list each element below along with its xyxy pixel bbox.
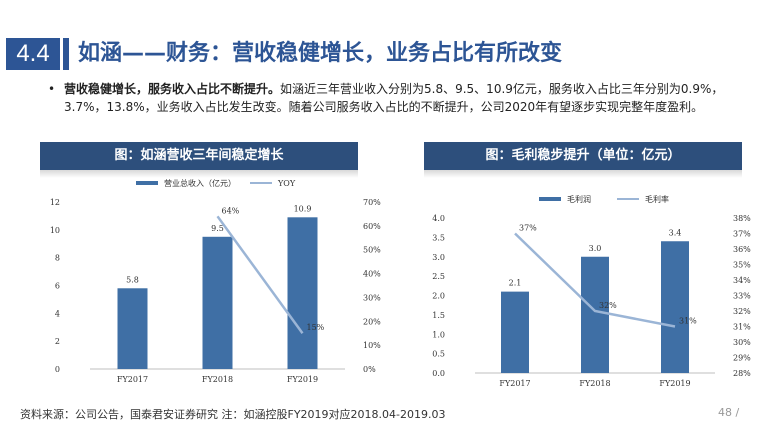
y-left-tick-label: 2 [55, 337, 60, 346]
y-left-tick-label: 8 [55, 254, 60, 263]
bar-fy2017 [117, 288, 148, 369]
y-right-tick-label: 10% [363, 341, 381, 350]
y-right-tick-label: 38% [733, 214, 751, 223]
y-right-tick-label: 70% [363, 198, 381, 207]
y-right-tick-label: 0% [363, 365, 376, 374]
y-right-tick-label: 50% [363, 246, 381, 255]
right-chart-header: 图：毛利稳步提升（单位：亿元） [424, 142, 742, 170]
summary-text: 如涵近三年营业收入分别为5.8、9.5、10.9亿元，服务收入占比三年分别为0.… [64, 82, 724, 114]
page-number: 48 / [718, 406, 740, 419]
legend-bar-label: 营业总收入（亿元） [164, 178, 236, 188]
x-tick-label: FY2018 [579, 379, 610, 388]
bar-value-label: 2.1 [509, 279, 522, 288]
y-right-tick-label: 30% [363, 293, 381, 302]
bar-fy2017 [501, 291, 529, 373]
x-tick-label: FY2017 [117, 375, 148, 384]
title-accent-bar [63, 38, 69, 70]
legend-bar-swatch [539, 197, 561, 201]
summary-lead: 营收稳健增长，服务收入占比不断提升。 [64, 82, 281, 96]
legend-bar-swatch [136, 181, 158, 185]
x-tick-label: FY2017 [499, 379, 530, 388]
line-value-label: 31% [679, 317, 697, 326]
legend-line-label: YOY [277, 179, 296, 188]
revenue-chart: 营业总收入（亿元） YOY 0 2 4 6 8 10 12 0% 10% 20% 30% 40% 50% 60… [50, 178, 381, 384]
y-left-tick-label: 12 [50, 198, 60, 207]
y-left-tick-label: 0.5 [432, 350, 445, 359]
y-left-tick-label: 1.5 [432, 311, 445, 320]
y-right-tick-label: 30% [733, 338, 751, 347]
line-value-label: 64% [222, 206, 240, 215]
bar-value-label: 3.0 [589, 244, 602, 253]
bar-value-label: 10.9 [294, 204, 312, 213]
y-left-tick-label: 3.0 [432, 253, 445, 262]
y-right-tick-label: 33% [733, 292, 751, 301]
section-number: 4.4 [6, 38, 60, 70]
bar-value-label: 9.5 [211, 224, 224, 233]
bar-value-label: 5.8 [126, 275, 139, 284]
left-chart-header-shadow [40, 170, 358, 178]
right-chart-header-shadow [424, 170, 742, 178]
y-left-tick-label: 4.0 [432, 214, 445, 223]
left-chart-header: 图：如涵营收三年间稳定增长 [40, 142, 358, 170]
y-right-tick-label: 36% [733, 245, 751, 254]
y-right-tick-label: 40% [363, 270, 381, 279]
legend-line-label: 毛利率 [645, 194, 669, 204]
y-left-tick-label: 6 [55, 282, 60, 291]
x-tick-label: FY2019 [659, 379, 690, 388]
x-tick-label: FY2018 [202, 375, 233, 384]
y-right-tick-label: 37% [733, 230, 751, 239]
y-right-tick-label: 29% [733, 354, 751, 363]
bar-fy2018 [581, 256, 609, 373]
bar-fy2019 [661, 241, 689, 373]
x-tick-label: FY2019 [287, 375, 318, 384]
bar-fy2018 [202, 236, 233, 369]
bar-fy2019 [287, 217, 318, 369]
y-right-tick-label: 35% [733, 261, 751, 270]
source-note: 资料来源：公司公告，国泰君安证券研究 注：如涵控股FY2019对应2018.04… [20, 408, 446, 421]
y-left-tick-label: 4 [55, 309, 60, 318]
y-right-tick-label: 32% [733, 307, 751, 316]
gross-profit-chart: 毛利润 毛利率 0.0 0.5 1.0 1.5 2.0 2.5 3.0 3.5 4.0 28% 29% 3… [432, 194, 751, 388]
line-series-gross-margin [514, 232, 676, 328]
line-value-label: 37% [519, 224, 537, 233]
line-value-label: 32% [599, 301, 617, 310]
y-right-tick-label: 34% [733, 276, 751, 285]
page-title: 如涵——财务：营收稳健增长，业务占比有所改变 [78, 41, 563, 66]
line-series-yoy [216, 215, 304, 334]
y-right-tick-label: 60% [363, 222, 381, 231]
y-right-tick-label: 31% [733, 323, 751, 332]
y-right-tick-label: 20% [363, 317, 381, 326]
bar-value-label: 3.4 [669, 228, 682, 237]
line-value-label: 15% [307, 323, 325, 332]
y-left-tick-label: 0 [55, 365, 60, 374]
y-left-tick-label: 1.0 [432, 330, 445, 339]
y-left-tick-label: 0.0 [432, 369, 445, 378]
bullet-marker: • [48, 82, 56, 96]
y-left-tick-label: 2.0 [432, 292, 445, 301]
summary-paragraph: 营收稳健增长，服务收入占比不断提升。如涵近三年营业收入分别为5.8、9.5、10… [64, 80, 754, 116]
y-left-tick-label: 2.5 [432, 272, 445, 281]
legend-bar-label: 毛利润 [567, 194, 591, 204]
y-left-tick-label: 3.5 [432, 233, 445, 242]
y-left-tick-label: 10 [50, 226, 60, 235]
y-right-tick-label: 28% [733, 369, 751, 378]
